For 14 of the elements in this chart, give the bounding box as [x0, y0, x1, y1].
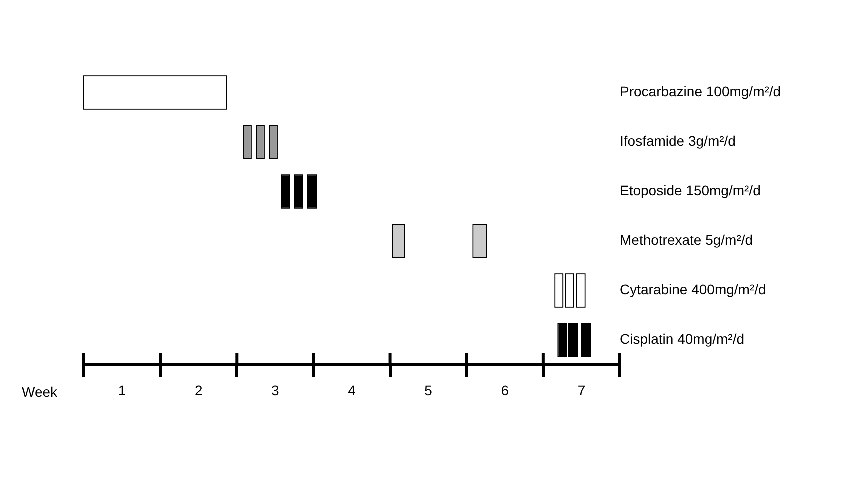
x-tick-label: 7	[578, 382, 586, 398]
y-tick-label: Methotrexate 5g/m²/d	[620, 232, 754, 248]
x-tick-label: 4	[348, 382, 356, 398]
y-tick-label: Ifosfamide 3g/m²/d	[620, 133, 736, 150]
x-tick-label: 2	[194, 382, 203, 398]
y-tick-label: Cytarabine 400mg/m²/d	[620, 282, 766, 298]
y-tick-label: Cisplatin 40mg/m²/d	[620, 331, 744, 348]
x-tick-label: 6	[501, 382, 510, 398]
x-tick-label: 5	[424, 382, 433, 398]
x-tick-label: 1	[118, 382, 126, 398]
y-tick-label: Etoposide 150mg/m²/d	[620, 182, 761, 199]
x-tick-label: 3	[272, 382, 280, 398]
x-axis-title: Week	[22, 384, 59, 400]
y-tick-label: Procarbazine 100mg/m²/d	[620, 84, 782, 100]
